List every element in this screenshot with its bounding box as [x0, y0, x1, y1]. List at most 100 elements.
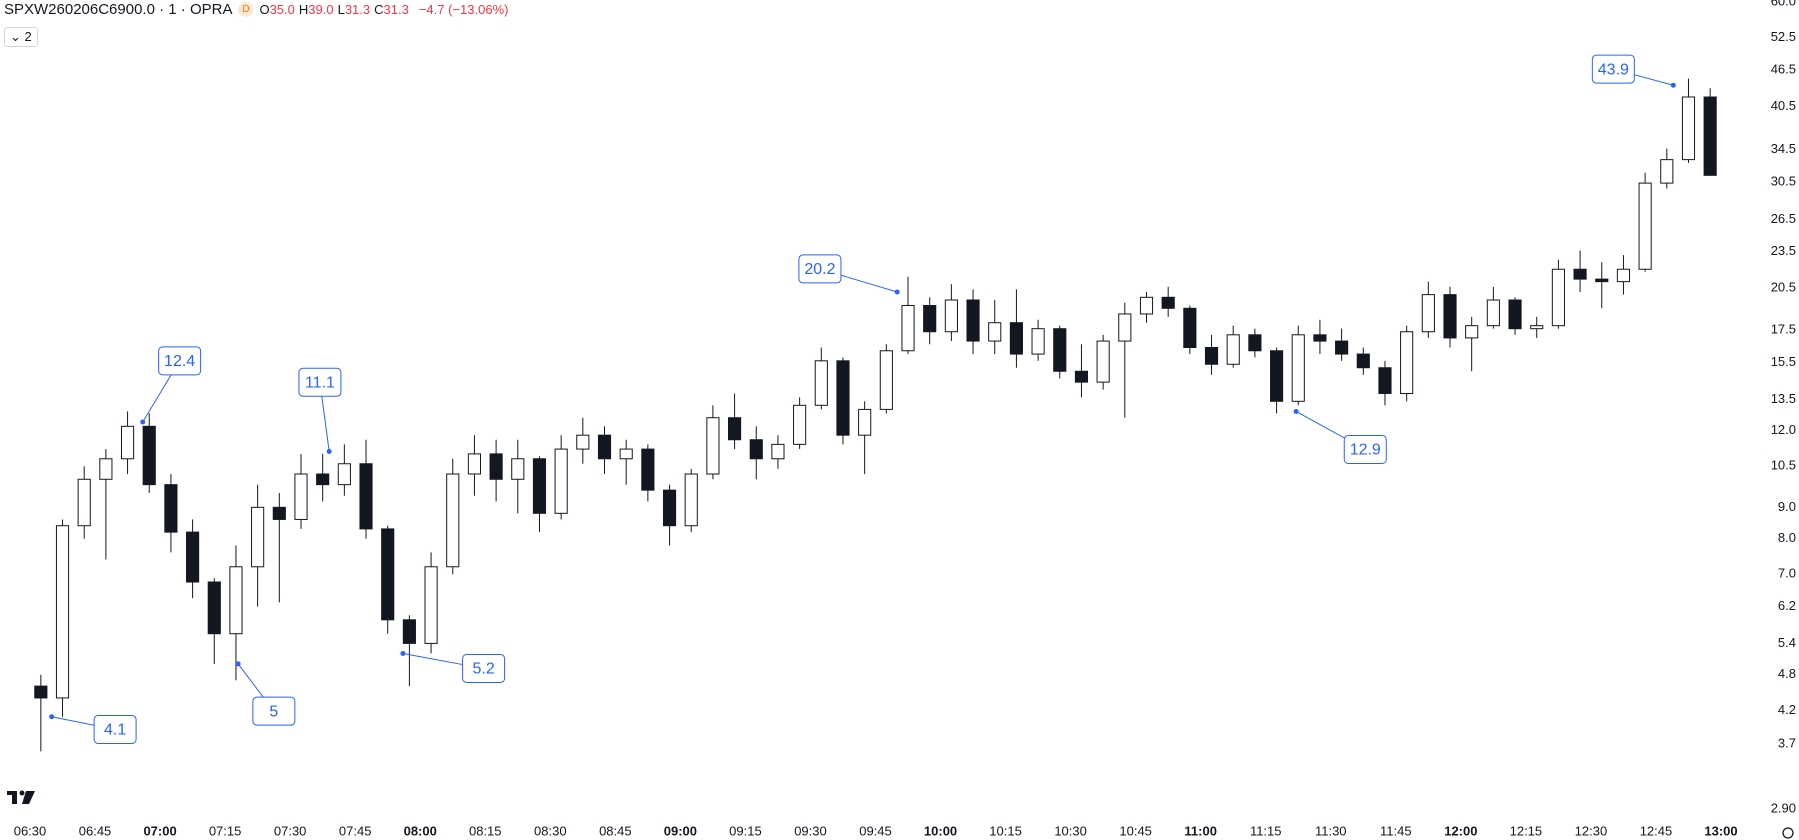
x-tick-label: 09:15: [729, 823, 762, 838]
annotation-dot: [326, 448, 332, 454]
candle-body: [1660, 159, 1674, 184]
candle: [316, 453, 330, 502]
settings-icon[interactable]: [1782, 827, 1794, 839]
ohlc-key: C: [374, 2, 384, 17]
candle-body: [1183, 307, 1197, 348]
candle-body: [1031, 328, 1045, 355]
candle-body: [532, 458, 547, 514]
candle-body: [1096, 340, 1110, 383]
candle: [1638, 172, 1652, 272]
candle: [467, 435, 481, 496]
annotation: 5: [235, 661, 296, 726]
candle-body: [446, 473, 460, 568]
candle-body: [337, 463, 351, 486]
candle: [402, 615, 416, 687]
ohlc-key: O: [259, 2, 270, 17]
candle: [294, 453, 308, 529]
candle-body: [99, 458, 113, 480]
candle: [1009, 289, 1023, 368]
candle-body: [814, 360, 828, 406]
y-tick-label: 4.8: [1778, 666, 1796, 681]
annotation-dot: [400, 650, 406, 656]
x-tick-label: 10:00: [924, 823, 957, 838]
candle: [901, 276, 915, 355]
candle-body: [576, 434, 590, 450]
y-tick-label: 17.5: [1771, 322, 1796, 337]
candle-body: [1443, 294, 1457, 339]
candle-body: [1638, 182, 1652, 270]
change: −4.7 (−13.06%): [418, 2, 509, 17]
candle-body: [186, 531, 200, 583]
candle: [142, 413, 156, 493]
candle-body: [619, 448, 633, 460]
candle: [424, 552, 438, 654]
candle-body: [1291, 334, 1305, 402]
candle: [1595, 262, 1609, 309]
candle: [858, 401, 872, 474]
header: SPXW260206C6900.0 · 1 · OPRA D O35.0 H39.…: [4, 1, 508, 18]
y-tick-label: 2.90: [1771, 800, 1796, 815]
candle-body: [511, 458, 525, 480]
annotation: 5.2: [400, 650, 506, 683]
annotation: 12.4: [140, 346, 202, 425]
ohlc-value: 35.0: [269, 2, 295, 17]
candle-body: [923, 305, 937, 333]
candle-body: [554, 448, 568, 514]
candle-body: [749, 439, 763, 460]
candle-body: [381, 528, 395, 621]
ohlc-key: H: [298, 2, 309, 17]
candle: [251, 484, 265, 607]
x-tick-label: 07:00: [143, 823, 176, 838]
candle: [446, 458, 460, 575]
candle: [1703, 88, 1717, 176]
candle: [1053, 325, 1067, 379]
candle: [619, 439, 633, 485]
candle: [1291, 325, 1305, 406]
candle: [1660, 148, 1674, 189]
candle: [1508, 297, 1522, 335]
candle-body: [164, 484, 178, 533]
candle: [120, 411, 135, 474]
x-tick-label: 06:30: [14, 823, 47, 838]
candle: [532, 456, 547, 533]
candle-body: [1703, 96, 1717, 176]
y-tick-label: 3.7: [1778, 736, 1796, 751]
candle-body: [120, 425, 135, 460]
candle: [272, 492, 286, 603]
candle: [1400, 325, 1414, 402]
y-tick-label: 46.5: [1771, 61, 1796, 76]
candle: [99, 449, 113, 560]
candle: [728, 393, 742, 450]
indicator-toggle[interactable]: ⌄ 2: [4, 27, 38, 47]
y-tick-label: 15.5: [1771, 354, 1796, 369]
candle-body: [359, 463, 373, 530]
y-tick-label: 40.5: [1771, 98, 1796, 113]
ohlc-value: 31.3: [344, 2, 371, 17]
candle-body: [901, 305, 915, 352]
annotation-label: 43.9: [1598, 61, 1629, 78]
annotation-dot: [140, 419, 146, 425]
y-tick-label: 26.5: [1771, 211, 1796, 226]
annotation-label: 5: [269, 703, 278, 720]
x-tick-label: 10:30: [1054, 823, 1087, 838]
candle-body: [1465, 325, 1479, 339]
candle-body: [771, 443, 785, 460]
candle: [1204, 334, 1219, 375]
candle-body: [1204, 346, 1219, 365]
x-tick-label: 11:00: [1184, 823, 1217, 838]
annotation-label: 20.2: [804, 261, 835, 278]
y-tick-label: 20.5: [1771, 279, 1796, 294]
x-tick-label: 12:30: [1575, 823, 1608, 838]
candle-body: [1313, 334, 1327, 342]
candle-body: [142, 425, 156, 486]
annotation-dot: [235, 661, 241, 667]
candle-body: [662, 489, 677, 527]
candle: [229, 545, 243, 681]
candle-body: [1595, 278, 1609, 283]
candle: [77, 466, 91, 539]
annotation-dot: [1293, 408, 1299, 414]
candle-body: [424, 566, 438, 644]
candle-body: [1508, 299, 1522, 330]
candle: [1681, 78, 1696, 163]
